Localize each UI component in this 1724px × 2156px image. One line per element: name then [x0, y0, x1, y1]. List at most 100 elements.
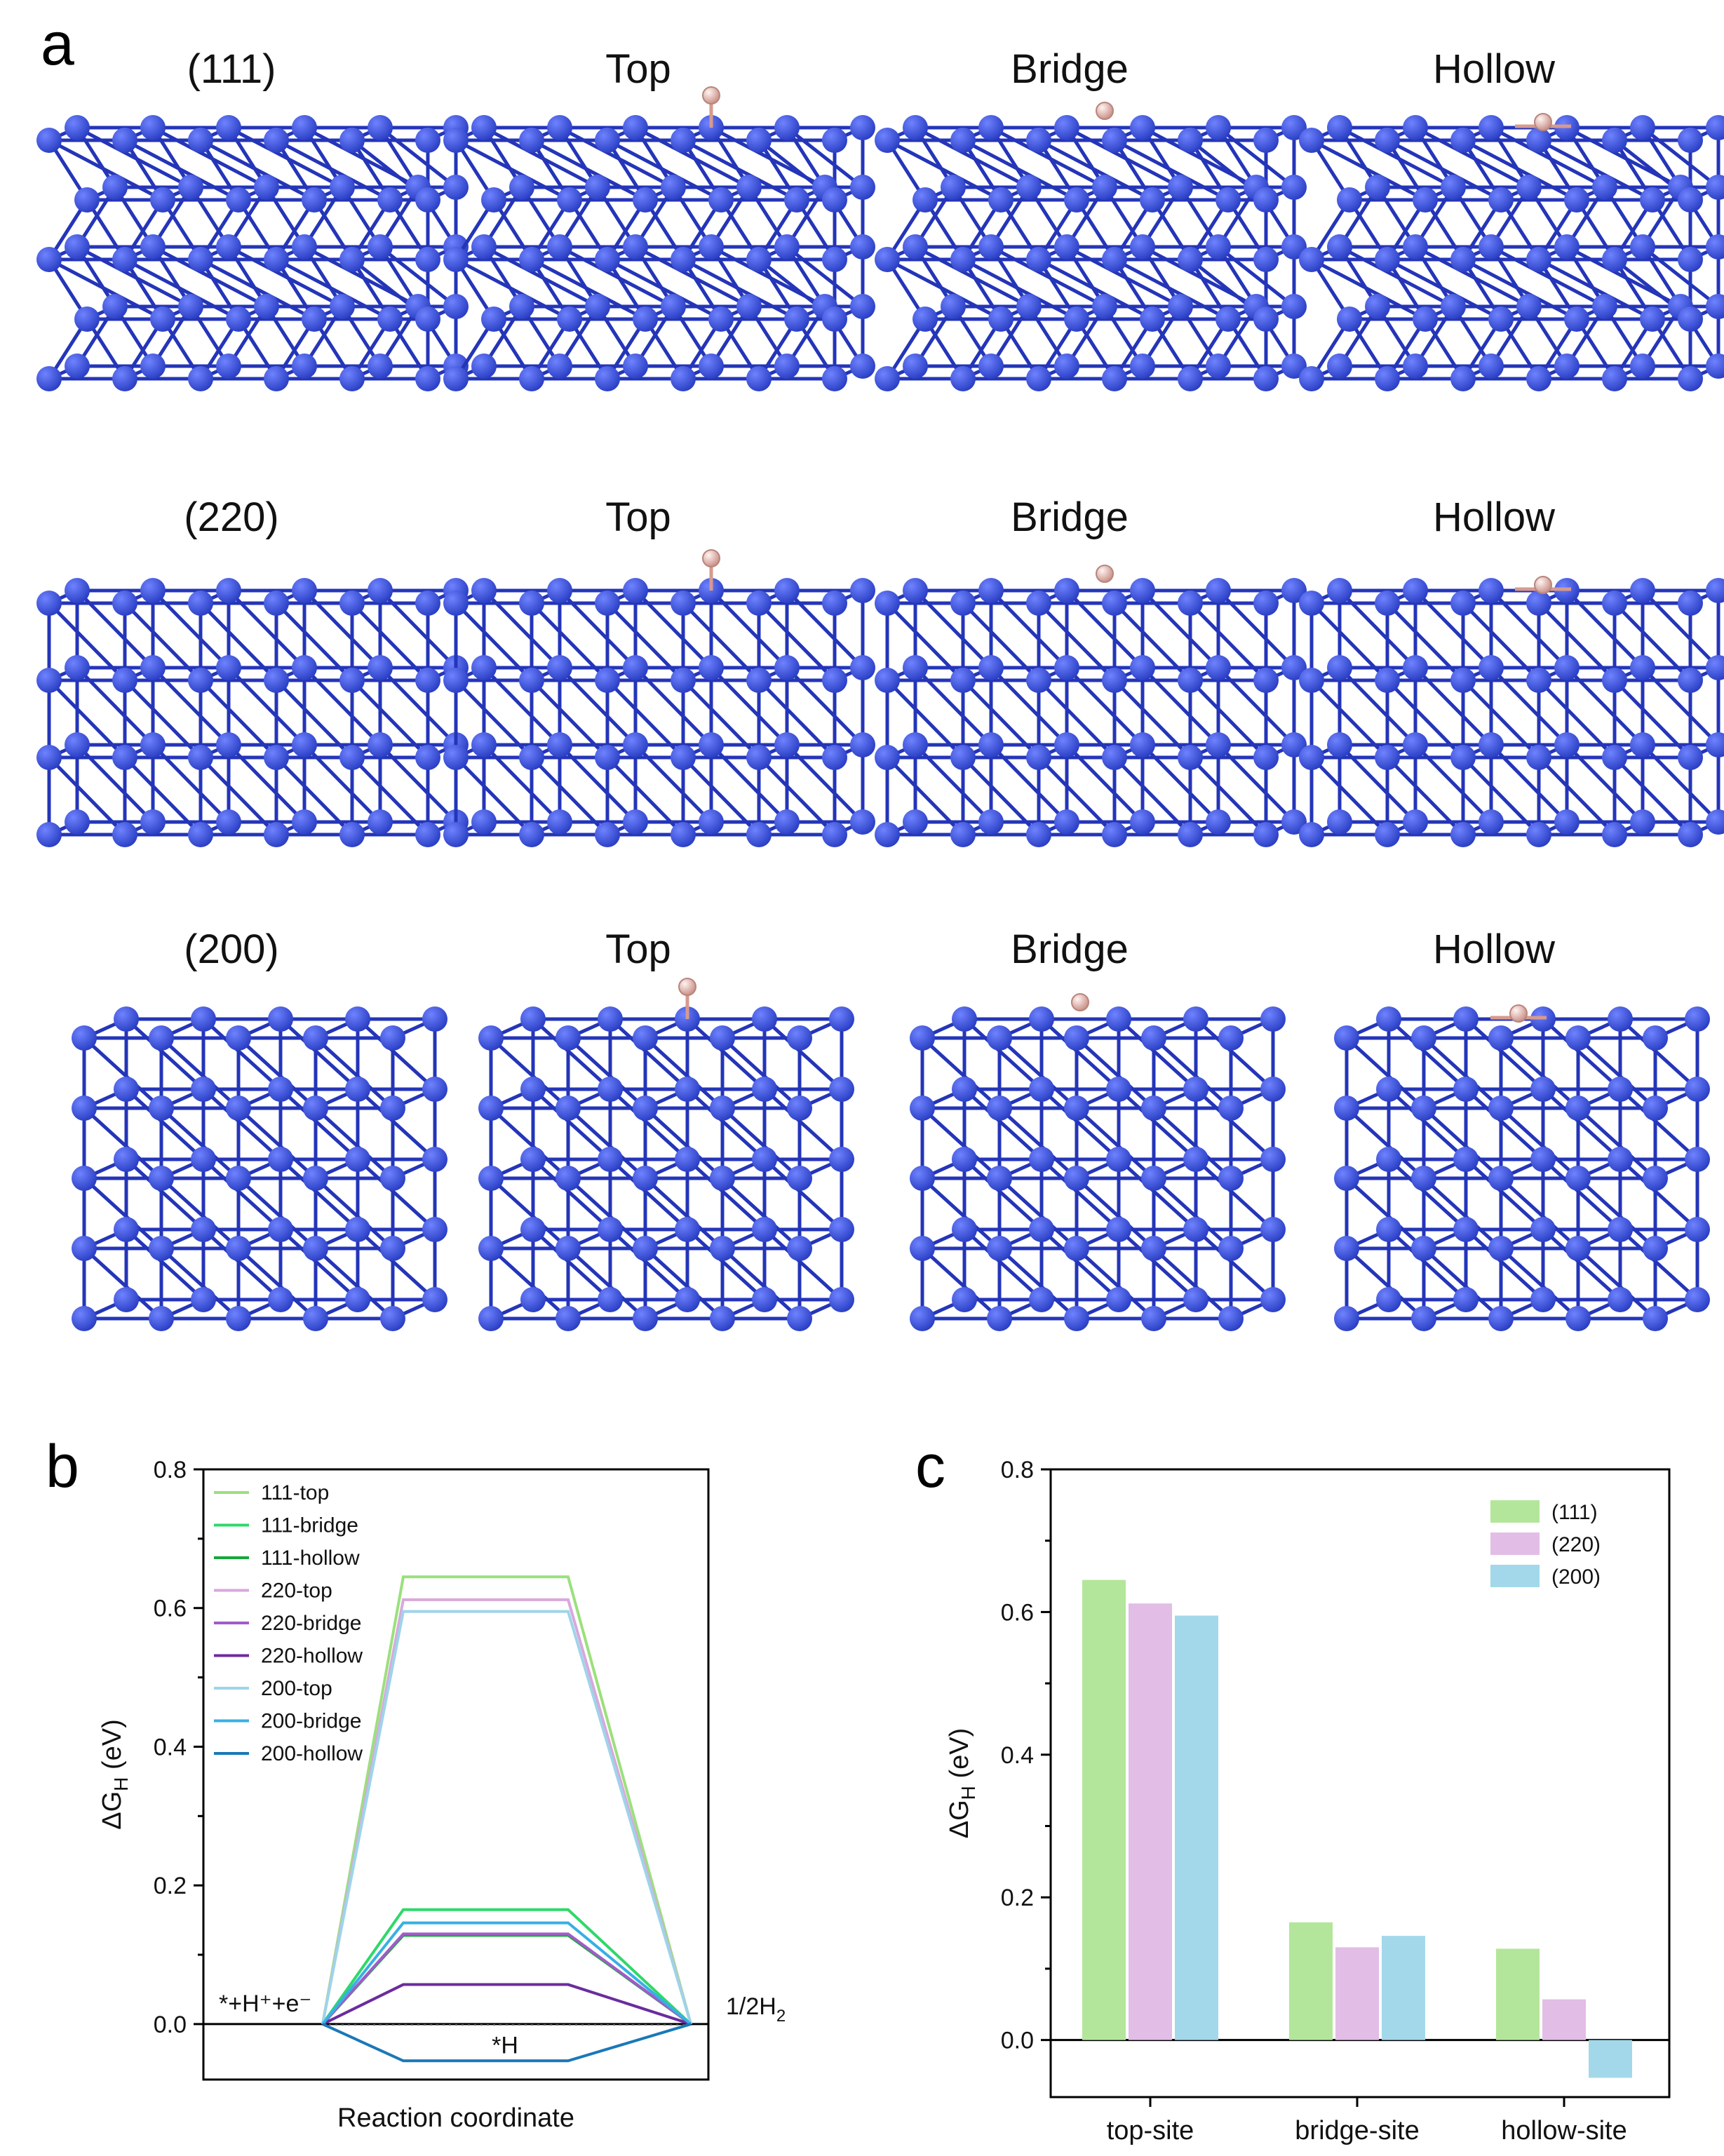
metal-atom: [509, 294, 534, 319]
metal-atom: [1260, 1077, 1286, 1102]
metal-atom: [478, 1236, 504, 1261]
bar-(111)-bridge-site: [1289, 1922, 1333, 2040]
metal-atom: [368, 732, 393, 757]
metal-atom: [1140, 187, 1165, 213]
atom-set: [443, 578, 875, 847]
metal-atom: [952, 1006, 977, 1032]
metal-atom: [443, 745, 469, 770]
metal-atom: [1375, 668, 1400, 693]
metal-atom: [292, 115, 317, 140]
metal-atom: [422, 1147, 447, 1172]
metal-atom: [941, 294, 966, 319]
metal-atom: [1706, 294, 1724, 319]
metal-atom: [784, 306, 809, 332]
metal-atom: [598, 1287, 623, 1312]
metal-atom: [1334, 1306, 1359, 1331]
metal-atom: [36, 822, 62, 847]
metal-atom: [443, 591, 469, 616]
metal-atom: [268, 1006, 293, 1032]
metal-atom: [264, 668, 289, 693]
metal-atom: [829, 1006, 854, 1032]
metal-atom: [822, 306, 847, 332]
metal-atom: [339, 366, 365, 391]
metal-atom: [1168, 175, 1193, 200]
metal-atom: [1102, 822, 1127, 847]
panel-b-letter: b: [46, 1433, 79, 1500]
metal-atom: [1299, 745, 1324, 770]
bar-(200)-bridge-site: [1382, 1936, 1425, 2040]
metal-atom: [226, 1025, 251, 1051]
metal-atom: [1178, 822, 1203, 847]
metal-atom: [345, 1006, 370, 1032]
metal-atom: [952, 1077, 977, 1102]
metal-atom: [140, 809, 166, 835]
bar-(220)-top-site: [1129, 1603, 1172, 2040]
metal-atom: [912, 306, 938, 332]
metal-atom: [520, 1006, 546, 1032]
metal-atom: [1375, 366, 1400, 391]
crystal-slab-200-hollow: [1334, 1004, 1710, 1331]
metal-atom: [671, 745, 696, 770]
metal-atom: [1106, 1147, 1131, 1172]
metal-atom: [292, 234, 317, 260]
state-label-left: *+H⁺+e⁻: [219, 1990, 311, 2017]
hydrogen-atom: [1534, 113, 1552, 131]
plot-frame: [1049, 1468, 1671, 2098]
metal-atom: [443, 247, 469, 272]
metal-atom: [377, 187, 403, 213]
metal-atom: [1141, 1096, 1166, 1121]
metal-atom: [903, 353, 928, 379]
hydrogen-atom: [1509, 1004, 1528, 1023]
metal-atom: [471, 809, 497, 835]
metal-atom: [415, 668, 440, 693]
metal-atom: [774, 809, 800, 835]
metal-atom: [72, 1025, 97, 1051]
metal-atom: [950, 822, 976, 847]
metal-atom: [471, 732, 497, 757]
metal-atom: [1299, 128, 1324, 153]
metal-atom: [736, 294, 762, 319]
metal-atom: [1334, 1025, 1359, 1051]
y-tick-label: 0.2: [154, 1873, 187, 1899]
metal-atom: [1183, 1287, 1208, 1312]
metal-atom: [708, 187, 734, 213]
metal-atom: [699, 353, 724, 379]
metal-atom: [149, 1166, 174, 1191]
metal-atom: [1299, 822, 1324, 847]
metal-atom: [1376, 1147, 1401, 1172]
metal-atom: [112, 668, 137, 693]
legend-label: 200-bridge: [261, 1710, 361, 1733]
metal-atom: [303, 1236, 328, 1261]
metal-atom: [1453, 1147, 1479, 1172]
metal-atom: [708, 306, 734, 332]
metal-atom: [1411, 1025, 1436, 1051]
metal-atom: [1141, 1306, 1166, 1331]
plot-frame: [202, 1468, 710, 2081]
x-tick-label: top-site: [1107, 2116, 1194, 2145]
y-tick-label: 0.6: [1001, 1599, 1034, 1626]
metal-atom: [216, 115, 241, 140]
metal-atom: [1281, 115, 1307, 140]
metal-atom: [415, 128, 440, 153]
metal-atom: [988, 306, 1013, 332]
metal-atom: [822, 247, 847, 272]
metal-atom: [36, 128, 62, 153]
metal-atom: [1029, 1287, 1054, 1312]
metal-atom: [547, 115, 572, 140]
metal-atom: [875, 591, 900, 616]
metal-atom: [1441, 294, 1466, 319]
metal-atom: [1685, 1077, 1710, 1102]
metal-atom: [746, 247, 772, 272]
metal-atom: [1026, 668, 1051, 693]
metal-atom: [292, 655, 317, 680]
metal-atom: [1064, 306, 1089, 332]
metal-atom: [1206, 578, 1231, 603]
metal-atom: [633, 1025, 658, 1051]
metal-atom: [216, 809, 241, 835]
metal-atom: [822, 668, 847, 693]
metal-atom: [950, 128, 976, 153]
y-axis-label: ΔGH (eV): [97, 1719, 132, 1830]
metal-atom: [1554, 234, 1580, 260]
metal-atom: [1130, 353, 1155, 379]
